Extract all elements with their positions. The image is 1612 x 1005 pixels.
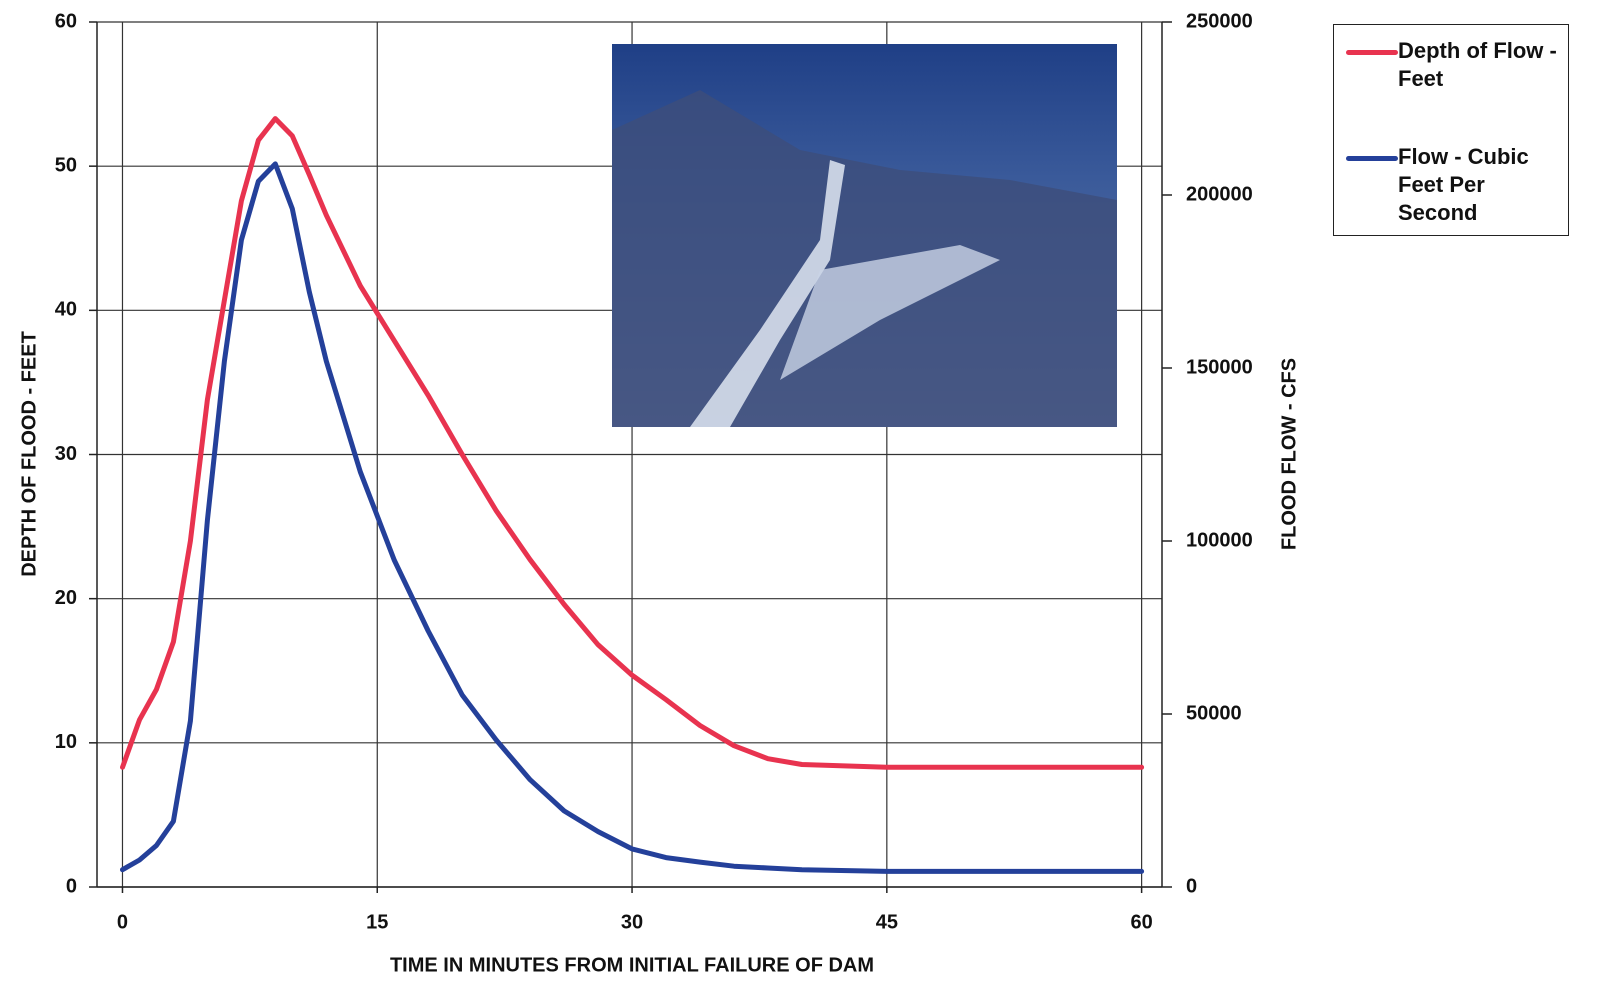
- legend-swatch: [1346, 50, 1398, 55]
- legend-swatch: [1346, 156, 1398, 161]
- x-tick-label: 45: [876, 911, 898, 933]
- x-tick-label: 60: [1130, 911, 1152, 933]
- y-tick-label: 20: [55, 587, 77, 609]
- y-axis-title: DEPTH OF FLOOD - FEET: [18, 331, 40, 577]
- legend-label: Depth of Flow - Feet: [1398, 38, 1557, 91]
- y-tick-label: 50: [55, 154, 77, 176]
- y2-tick-label: 100000: [1186, 529, 1253, 551]
- legend: Depth of Flow - Feet Flow - Cubic Feet Pe…: [1333, 24, 1569, 236]
- y2-tick-label: 250000: [1186, 10, 1253, 32]
- y2-tick-label: 50000: [1186, 702, 1242, 724]
- y2-tick-label: 200000: [1186, 183, 1253, 205]
- x-tick-label: 15: [366, 911, 388, 933]
- legend-label: Flow - Cubic Feet Per Second: [1398, 144, 1529, 225]
- x-axis-title: TIME IN MINUTES FROM INITIAL FAILURE OF …: [390, 954, 874, 976]
- x-tick-label: 0: [117, 911, 128, 933]
- x-tick-label: 30: [621, 911, 643, 933]
- dam-photo: [612, 44, 1117, 427]
- y-tick-label: 30: [55, 443, 77, 465]
- y2-axis-title: FLOOD FLOW - CFS: [1278, 358, 1300, 550]
- y-tick-label: 40: [55, 299, 77, 321]
- y2-tick-label: 0: [1186, 875, 1197, 897]
- series-line: [120, 116, 1145, 770]
- y2-tick-label: 150000: [1186, 356, 1253, 378]
- y-tick-label: 10: [55, 731, 77, 753]
- y-tick-label: 60: [55, 10, 77, 32]
- series-line: [120, 161, 1145, 874]
- y-tick-label: 0: [66, 875, 77, 897]
